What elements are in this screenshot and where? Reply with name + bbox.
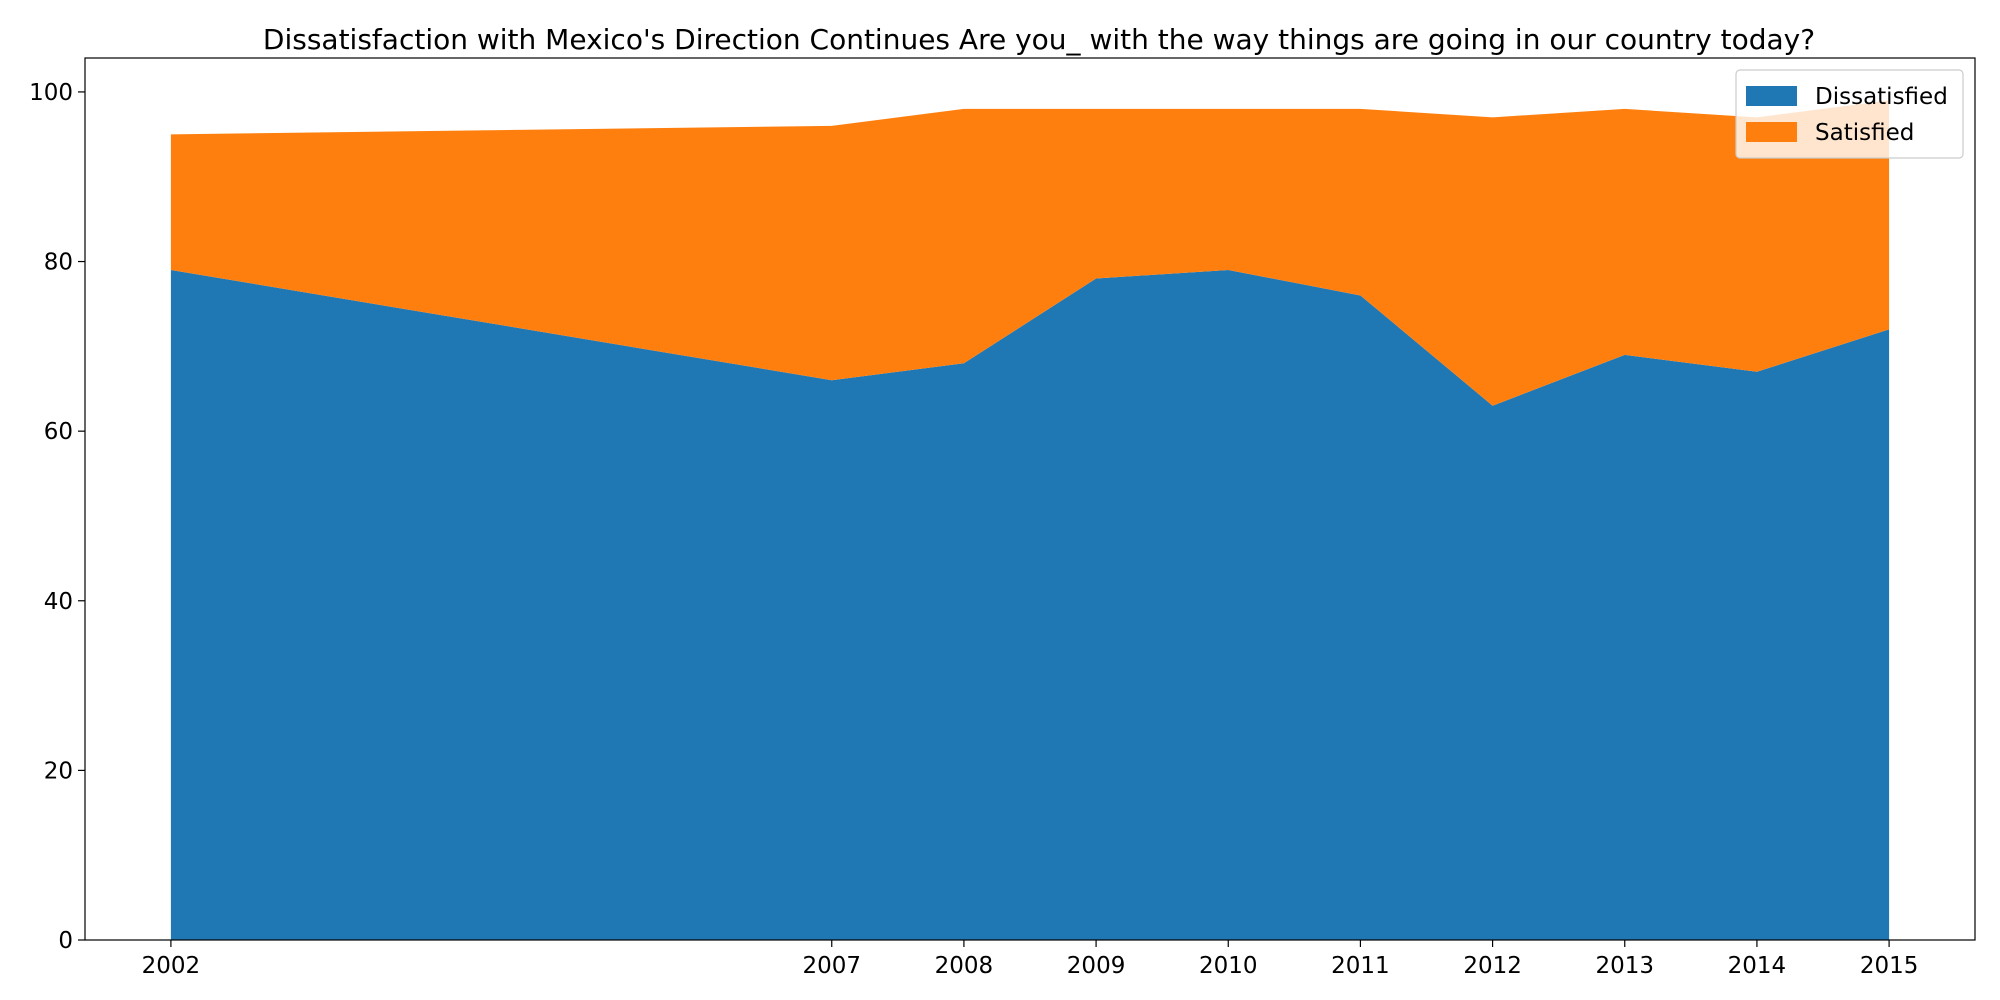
y-tick-label: 0 [58,928,73,954]
legend-label-dissatisfied: Dissatisfied [1815,84,1948,110]
x-tick-label: 2015 [1860,953,1919,979]
x-tick-label: 2013 [1595,953,1654,979]
x-tick-label: 2014 [1728,953,1787,979]
x-tick-label: 2007 [802,953,861,979]
y-tick-label: 60 [44,419,73,445]
chart-title: Dissatisfaction with Mexico's Direction … [263,23,1815,56]
y-tick-label: 80 [44,250,73,276]
legend-swatch-satisfied [1746,122,1797,142]
x-axis: 2002 2007 2008 2009 2010 2011 2012 2013 2014 2015 [142,940,1919,979]
legend: Dissatisfied Satisfied [1735,69,1964,159]
x-tick-label: 2002 [142,953,201,979]
y-tick-label: 20 [44,758,73,784]
plot-frame [84,57,1976,941]
area-satisfied [170,100,1890,406]
x-tick-label: 2010 [1199,953,1258,979]
area-dissatisfied [170,270,1890,940]
y-tick-label: 100 [29,80,73,106]
legend-swatch-dissatisfied [1746,86,1797,106]
y-tick-label: 40 [44,589,73,615]
x-tick-label: 2012 [1463,953,1522,979]
area-layers [170,100,1890,940]
x-tick-label: 2011 [1331,953,1390,979]
x-tick-label: 2009 [1067,953,1126,979]
y-axis: 0 20 40 60 80 100 [29,80,85,954]
legend-label-satisfied: Satisfied [1815,120,1914,146]
x-tick-label: 2008 [935,953,994,979]
